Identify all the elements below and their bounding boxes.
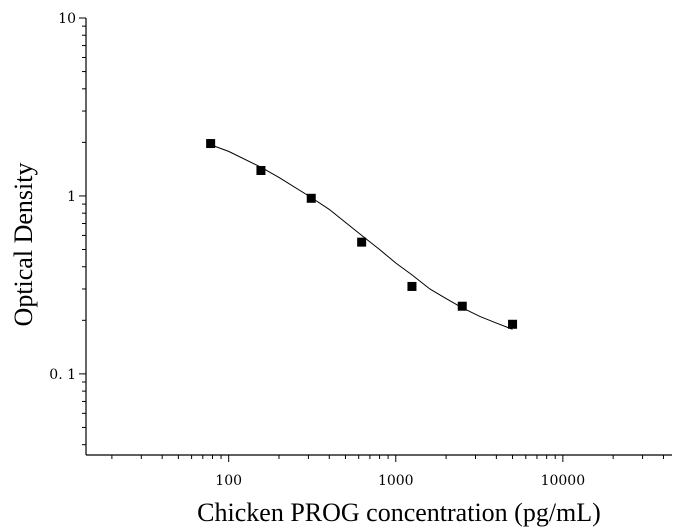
x-ticks: 100 1000 10000 [111,455,664,489]
y-tick-label: 0. 1 [49,367,76,383]
data-point [407,281,417,291]
y-ticks: 10 1 0. 1 [49,11,86,446]
x-axis-title: Chicken PROG concentration (pg/mL) [197,498,601,527]
data-point [256,165,266,175]
x-tick-label: 100 [215,473,242,489]
data-point [357,237,367,247]
data-points [206,139,518,329]
fit-curve [210,144,513,330]
x-tick-label: 10000 [541,473,586,489]
x-tick-label: 1000 [378,473,414,489]
plot-area: 100 1000 10000 10 1 0. 1 [49,11,672,489]
data-point [508,319,518,329]
y-tick-label: 1 [67,189,76,205]
data-point [206,139,216,149]
data-point [457,301,467,311]
y-tick-label: 10 [58,11,76,27]
y-axis-title: Optical Density [9,163,38,327]
data-point [306,193,316,203]
